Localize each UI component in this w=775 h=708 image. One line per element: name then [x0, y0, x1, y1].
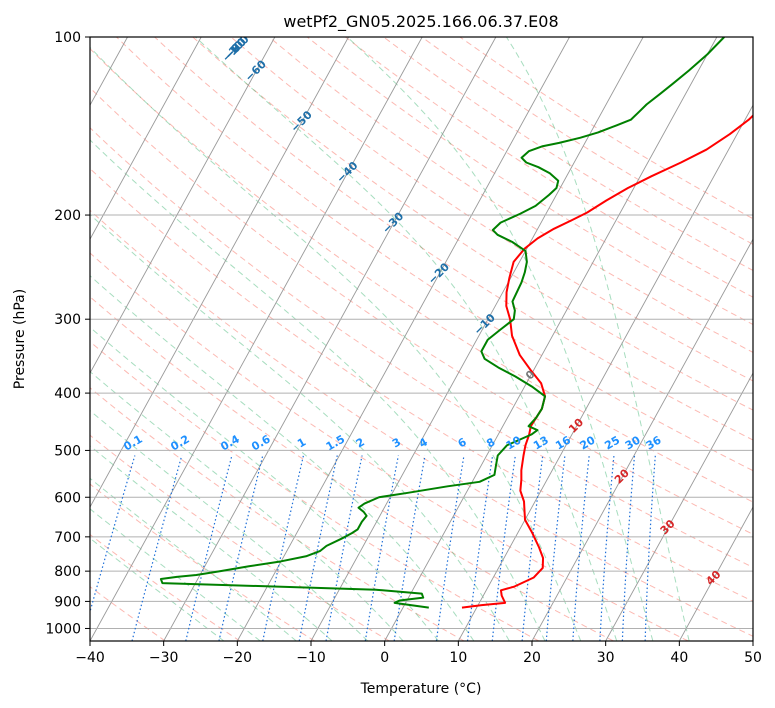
mixing-ratio-line: [572, 455, 590, 641]
x-axis-title: Temperature (°C): [360, 681, 482, 697]
moist-adiabat: [346, 37, 654, 641]
moist-adiabat: [506, 37, 690, 641]
mixing-ratio-line: [491, 455, 516, 641]
dry-adiabat: [90, 341, 540, 641]
x-tick-label: 0: [380, 650, 389, 666]
isotherm: [605, 372, 753, 641]
dewpoint-profile: [159, 37, 725, 609]
x-tick-label: 30: [597, 650, 615, 666]
moist-adiabat: [90, 410, 369, 641]
dry-adiabat: [90, 127, 753, 568]
moist-adiabat: [90, 213, 510, 641]
y-tick-label: 100: [54, 30, 81, 46]
mixing-ratio-line: [435, 455, 465, 641]
mixing-ratio-line: [521, 455, 544, 641]
y-axis-title: Pressure (hPa): [12, 289, 28, 389]
y-tick-label: 600: [54, 490, 81, 506]
y-tick-label: 300: [54, 312, 81, 328]
moist-adiabat: [90, 139, 546, 641]
x-tick-label: −10: [296, 650, 326, 666]
moist-adiabat: [90, 46, 582, 641]
dry-adiabat: [90, 586, 166, 641]
mixing-ratio-line: [466, 455, 494, 641]
background-lines: [90, 37, 753, 641]
plot-frame: [89, 36, 754, 642]
isotherm: [90, 37, 202, 241]
moist-adiabat: [195, 37, 618, 641]
isotherm: [236, 37, 570, 641]
dry-adiabat: [345, 37, 753, 298]
mixing-ratio-line: [545, 455, 566, 641]
dry-adiabat: [116, 37, 753, 472]
x-tick-label: −30: [149, 650, 179, 666]
y-tick-label: 500: [54, 443, 81, 459]
isotherm: [90, 37, 276, 375]
y-tick-label: 400: [54, 386, 81, 402]
isotherm: [163, 37, 497, 641]
dry-adiabat: [90, 252, 689, 641]
x-tick-label: 20: [523, 650, 541, 666]
isotherm: [310, 37, 644, 641]
moist-adiabat: [90, 477, 297, 641]
mixing-ratio-line: [599, 455, 615, 641]
isotherm: [384, 37, 718, 641]
mixing-ratio-line: [185, 455, 233, 641]
y-tick-label: 1000: [45, 621, 81, 637]
isotherm: [678, 506, 753, 641]
y-tick-label: 900: [54, 594, 81, 610]
mixing-ratio-line: [131, 455, 183, 641]
moist-adiabat: [90, 445, 333, 641]
dry-adiabat: [268, 37, 753, 353]
dry-adiabat: [90, 87, 753, 535]
mixing-ratio-line: [364, 455, 399, 641]
dry-adiabat: [90, 296, 614, 641]
mixing-ratio-line: [90, 455, 136, 614]
dry-adiabat: [90, 167, 753, 602]
dry-adiabat: [154, 37, 753, 441]
mixing-ratio-line: [621, 455, 636, 641]
y-tick-label: 800: [54, 564, 81, 580]
y-tick-label: 700: [54, 530, 81, 546]
chart-title: wetPf2_GN05.2025.166.06.37.E08: [283, 12, 558, 32]
mixing-ratio-line: [393, 455, 426, 641]
isotherm: [90, 37, 349, 508]
dry-adiabat: [90, 533, 241, 641]
dry-adiabat: [306, 37, 753, 326]
moist-adiabat: [90, 275, 475, 641]
x-tick-label: 40: [670, 650, 688, 666]
isotherm: [531, 238, 753, 641]
y-tick-label: 200: [54, 208, 81, 224]
isotherm: [90, 37, 423, 641]
moist-adiabat: [90, 370, 404, 641]
dry-adiabat: [90, 434, 390, 641]
x-tick-label: 10: [449, 650, 467, 666]
isotherm: [457, 104, 753, 641]
dry-adiabat: [90, 387, 465, 641]
series-layer: [159, 37, 753, 609]
moist-adiabat: [90, 326, 439, 641]
axes: −40 −30 −20 −10 0 10 20 30 40 50 100 200 300 400 500 60…: [45, 30, 762, 666]
temperature-profile: [461, 114, 753, 609]
dry-adiabat: [90, 48, 753, 503]
x-tick-label: 50: [744, 650, 762, 666]
x-tick-label: −40: [75, 650, 105, 666]
x-tick-label: −20: [223, 650, 253, 666]
dry-adiabat: [90, 483, 315, 641]
mixing-ratio-line: [644, 455, 656, 641]
